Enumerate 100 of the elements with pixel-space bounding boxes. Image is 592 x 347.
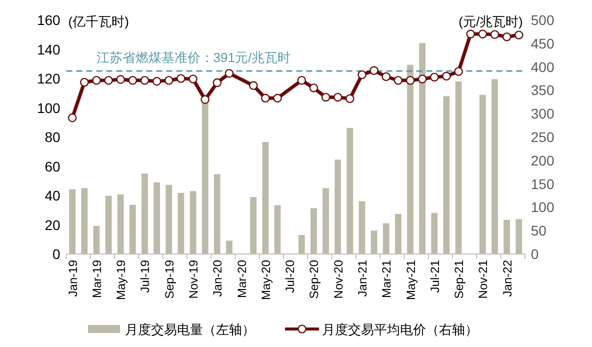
bar (479, 94, 486, 254)
bar (516, 219, 522, 254)
x-tick-label: May-20 (258, 260, 273, 300)
bar (178, 192, 184, 254)
point (514, 30, 524, 40)
bar (407, 64, 414, 254)
x-tick-label: May-21 (404, 260, 418, 300)
point (68, 113, 77, 122)
x-tick-label: Jan-20 (210, 260, 225, 297)
bar (443, 96, 450, 254)
point (273, 94, 282, 103)
legend-label: 月度交易平均电价（右轴） (322, 322, 478, 337)
bar (154, 182, 160, 254)
y2-tick-label: 400 (530, 58, 554, 75)
point (430, 72, 439, 82)
y-tick-label: 140 (36, 41, 61, 58)
bar (129, 204, 136, 254)
bar (334, 160, 342, 254)
x-tick-label: Sep-20 (307, 260, 322, 299)
point (382, 72, 391, 82)
bar (419, 43, 426, 254)
y-tick-label: 160 (36, 12, 61, 28)
point (370, 66, 378, 75)
bar (202, 101, 208, 254)
y-tick-label: 100 (36, 100, 61, 116)
point (454, 67, 463, 76)
x-tick-label: Mar-20 (234, 260, 249, 298)
x-tick-label: Sep-19 (162, 260, 176, 299)
point (309, 83, 318, 92)
bar (105, 196, 112, 254)
bar (346, 128, 354, 254)
bar (226, 240, 232, 254)
x-tick-label: Mar-21 (380, 260, 394, 298)
point (418, 74, 427, 84)
legend-label: 月度交易电量（左轴） (125, 322, 255, 337)
bar (322, 188, 329, 254)
y-tick-label: 20 (44, 216, 61, 233)
point (200, 95, 210, 104)
point (248, 81, 258, 90)
y2-tick-label: 500 (530, 12, 554, 28)
point (80, 78, 89, 87)
y-tick-label: 60 (44, 158, 61, 174)
point (212, 78, 222, 88)
y-tick-label: 40 (44, 188, 61, 204)
y-tick-label: 0 (52, 246, 61, 262)
bar (431, 212, 438, 254)
x-tick-label: Jan-22 (500, 260, 514, 297)
point (92, 76, 101, 85)
y2-tick-label: 150 (530, 176, 554, 192)
y2-tick-label: 0 (530, 246, 539, 262)
point (394, 76, 403, 85)
y2-tick-label: 50 (530, 222, 547, 239)
x-tick-label: Mar-19 (90, 260, 104, 298)
y2-tick-label: 300 (530, 106, 554, 122)
point (333, 92, 342, 102)
point (104, 76, 113, 85)
point (442, 72, 451, 81)
bar (81, 188, 88, 254)
y-tick-label: 120 (36, 70, 61, 86)
bar (117, 194, 124, 254)
y-axis-title: (亿千瓦时) (68, 14, 129, 29)
x-tick-label: Jul-19 (138, 260, 152, 293)
ref-line-label: 江苏省燃煤基准价：391元/兆瓦时 (96, 50, 291, 66)
y2-tick-label: 100 (530, 199, 554, 216)
bar (492, 79, 498, 254)
point (116, 75, 126, 84)
point (490, 30, 500, 39)
y2-tick-label: 250 (530, 129, 554, 145)
bar (274, 205, 281, 254)
x-tick-label: Jan-19 (66, 260, 80, 297)
bar (358, 201, 366, 254)
x-tick-label: Jul-20 (283, 260, 298, 293)
x-tick-label: Nov-21 (476, 260, 490, 299)
bar (214, 174, 220, 254)
y2-tick-label: 350 (530, 82, 554, 98)
bar (370, 230, 378, 254)
bar (504, 220, 510, 254)
point (466, 30, 475, 38)
y2-tick-label: 450 (530, 35, 554, 52)
point (502, 32, 512, 42)
x-tick-label: May-19 (114, 260, 128, 300)
point (346, 94, 354, 104)
bar (250, 196, 257, 254)
bar (190, 191, 196, 254)
bar (142, 174, 148, 254)
y2-axis-title: (元/兆瓦时) (458, 14, 523, 29)
x-tick-label: Jan-21 (355, 260, 370, 297)
bar (93, 226, 100, 254)
point (128, 76, 138, 85)
bar (310, 208, 317, 254)
bar (298, 234, 305, 254)
point (140, 76, 150, 85)
point (297, 76, 306, 85)
point (224, 68, 234, 78)
y2-tick-label: 200 (530, 152, 554, 168)
point (358, 70, 366, 80)
point (188, 74, 198, 84)
bar (394, 214, 402, 254)
bar (69, 189, 76, 254)
point (176, 74, 186, 83)
